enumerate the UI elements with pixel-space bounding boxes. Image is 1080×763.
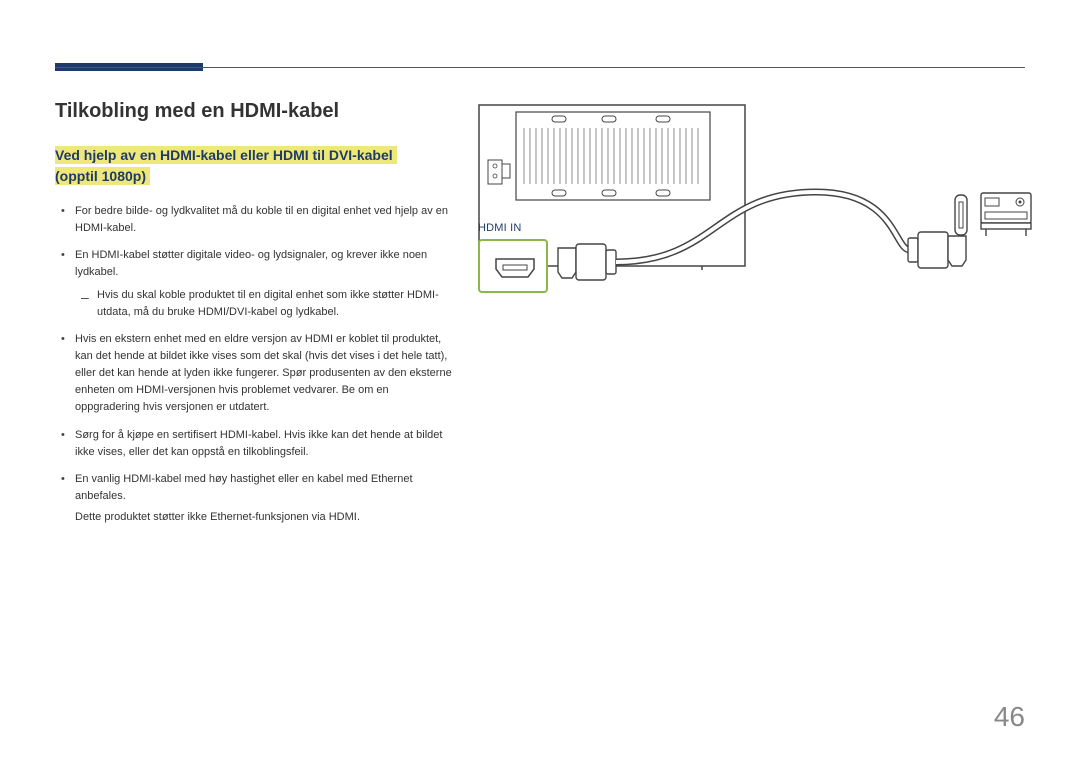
bullet-text: For bedre bilde- og lydkvalitet må du ko…: [75, 205, 448, 234]
subsection-title: Ved hjelp av en HDMI-kabel eller HDMI ti…: [55, 145, 460, 187]
bullet-item: En vanlig HDMI-kabel med høy hastighet e…: [75, 471, 460, 526]
bullet-tail-note: Dette produktet støtter ikke Ethernet-fu…: [75, 509, 452, 526]
sub-bullet-item: Hvis du skal koble produktet til en digi…: [97, 287, 452, 321]
subsection-line-1: Ved hjelp av en HDMI-kabel eller HDMI ti…: [55, 146, 397, 164]
bullet-text: En vanlig HDMI-kabel med høy hastighet e…: [75, 473, 413, 502]
top-rule: [55, 67, 1025, 68]
bullet-text: En HDMI-kabel støtter digitale video- og…: [75, 249, 427, 278]
bullet-item: Hvis en ekstern enhet med en eldre versj…: [75, 331, 460, 416]
hdmi-port-box: [478, 239, 548, 293]
bullet-item: For bedre bilde- og lydkvalitet må du ko…: [75, 203, 460, 237]
subsection-line-2: (opptil 1080p): [55, 167, 150, 185]
bullet-text: Hvis en ekstern enhet med en eldre versj…: [75, 333, 452, 413]
sub-list: Hvis du skal koble produktet til en digi…: [75, 287, 452, 321]
hdmi-cable-icon: [556, 222, 976, 302]
hdmi-port-icon: [494, 257, 536, 279]
side-connector-icon: [954, 194, 968, 236]
source-device-icon: [980, 192, 1032, 237]
connection-diagram: HDMI IN: [478, 104, 1038, 304]
page-number: 46: [994, 701, 1025, 733]
content-column: Tilkobling med en HDMI-kabel Ved hjelp a…: [55, 100, 460, 536]
bullet-text: Sørg for å kjøpe en sertifisert HDMI-kab…: [75, 429, 442, 458]
page: Tilkobling med en HDMI-kabel Ved hjelp a…: [0, 0, 1080, 763]
bullet-item: Sørg for å kjøpe en sertifisert HDMI-kab…: [75, 427, 460, 461]
sub-bullet-text: Hvis du skal koble produktet til en digi…: [97, 289, 439, 318]
bullet-item: En HDMI-kabel støtter digitale video- og…: [75, 247, 460, 321]
hdmi-port-label: HDMI IN: [478, 222, 522, 234]
bullet-list: For bedre bilde- og lydkvalitet må du ko…: [55, 203, 460, 526]
section-title: Tilkobling med en HDMI-kabel: [55, 100, 460, 123]
